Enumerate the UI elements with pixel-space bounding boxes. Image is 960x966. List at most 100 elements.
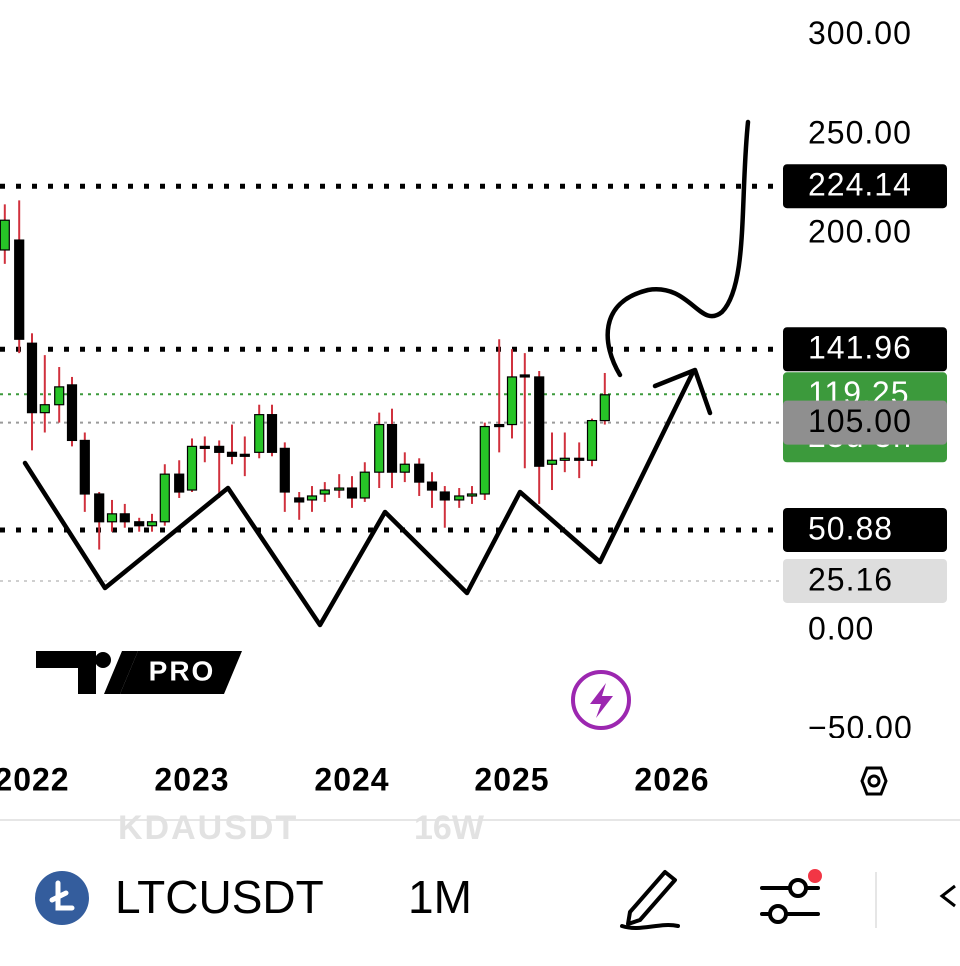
candle-body (479, 425, 490, 495)
candle-body (106, 513, 118, 523)
ltc-icon (35, 871, 89, 925)
x-tick-label: 2025 (474, 761, 549, 797)
candle-body (546, 459, 558, 465)
candle-body (146, 521, 158, 527)
candle-body (374, 423, 385, 473)
candle-body (294, 497, 305, 503)
draw-tool-button[interactable] (620, 870, 680, 930)
candle-body (239, 453, 250, 457)
hexagon-icon (860, 766, 888, 796)
back-arrow[interactable] (939, 884, 956, 908)
candle-body (534, 376, 545, 467)
candle-body (186, 445, 198, 491)
tv-logo: PRO (36, 651, 242, 694)
logo-slash (104, 651, 138, 694)
y-tick-label: 200.00 (808, 214, 912, 250)
candle-body (359, 471, 370, 499)
pro-text: PRO (149, 655, 216, 686)
candle-body (119, 513, 130, 523)
candle-body (559, 457, 570, 461)
ltc-glyph (49, 880, 75, 911)
candle-body (306, 495, 318, 501)
ghost-symbol: KDAUSDT (118, 809, 298, 847)
candle-body (586, 419, 598, 461)
candle-body (319, 489, 330, 495)
price-level-label: 141.96 (808, 330, 912, 366)
candle-body (414, 463, 425, 483)
candle-body (599, 394, 610, 422)
symbol-button[interactable]: LTCUSDT (35, 871, 324, 925)
y-tick-label: 300.00 (808, 15, 912, 51)
candle-body (399, 463, 410, 473)
x-tick-label: 2026 (634, 761, 709, 797)
candle-body (66, 384, 78, 442)
pro-badge (120, 651, 242, 694)
symbol: LTCUSDT (115, 871, 324, 923)
settings-button[interactable] (860, 766, 888, 796)
price-axis: 300.00 250.00 200.00 0.00 −50.00 (808, 15, 913, 746)
pencil-stroke (620, 923, 680, 930)
y-tick-label: 0.00 (808, 610, 874, 646)
curve-drawing (605, 119, 751, 378)
price-level-box (783, 327, 947, 372)
price-level-label: 224.14 (808, 167, 912, 203)
candle-body (346, 487, 358, 499)
candle-body (266, 414, 278, 453)
candle-body (0, 219, 10, 251)
ghost-interval: 16W (414, 809, 485, 847)
price-level-box (783, 558, 947, 603)
candle-body (134, 521, 145, 527)
interval[interactable]: 1M (408, 871, 472, 923)
candle-body (159, 473, 170, 523)
candle-body (466, 493, 478, 497)
x-tick-label: 2022 (0, 761, 70, 797)
slider-knob (788, 878, 808, 898)
candle-body (26, 342, 38, 414)
lightning-ring (571, 670, 631, 730)
price-level-box (783, 400, 947, 445)
time-axis: 2022 2023 2024 2025 2026 (0, 761, 709, 797)
candle-body (334, 487, 345, 491)
candle-body (494, 423, 505, 428)
candle-body (39, 404, 50, 414)
candles (0, 200, 610, 550)
candle-body (94, 493, 105, 523)
arrow-head-drawing (652, 367, 713, 416)
zigzag-drawing (22, 369, 696, 628)
candle-body (79, 439, 90, 495)
logo-mark (36, 651, 96, 694)
candle-body (14, 239, 25, 340)
price-level-box (783, 507, 947, 552)
y-tick-label: 250.00 (808, 114, 912, 150)
hexagon-center (867, 774, 881, 788)
notification-dot (808, 869, 822, 883)
y-tick-label: −50.00 (808, 710, 913, 746)
candle-body (454, 495, 465, 501)
lightning-button[interactable] (571, 670, 631, 730)
candle-body (506, 376, 518, 426)
price-level-box (783, 164, 947, 209)
candle-body (574, 457, 585, 461)
candle-body (439, 491, 450, 501)
candle-body (226, 451, 238, 457)
slider-knob (768, 904, 788, 924)
price-level-label: 105.00 (808, 403, 912, 439)
pencil-icon (626, 870, 677, 926)
candle-body (214, 445, 225, 453)
logo-dot (95, 652, 111, 668)
drawing (22, 119, 751, 628)
candle-body (386, 423, 398, 473)
candle-body (54, 386, 65, 406)
lightning-icon (590, 683, 613, 718)
candle-body (519, 374, 530, 378)
x-tick-label: 2023 (154, 761, 229, 797)
candle-body (426, 481, 438, 491)
price-level-label: 50.88 (808, 510, 893, 546)
candle-body (199, 445, 210, 449)
x-tick-label: 2024 (314, 761, 389, 797)
indicators-button[interactable] (760, 878, 820, 924)
price-level-label: 25.16 (808, 561, 893, 597)
